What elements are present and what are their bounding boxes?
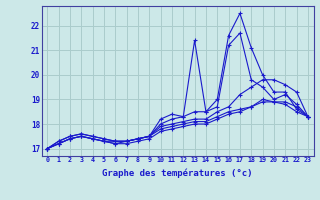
X-axis label: Graphe des températures (°c): Graphe des températures (°c)	[102, 169, 253, 178]
